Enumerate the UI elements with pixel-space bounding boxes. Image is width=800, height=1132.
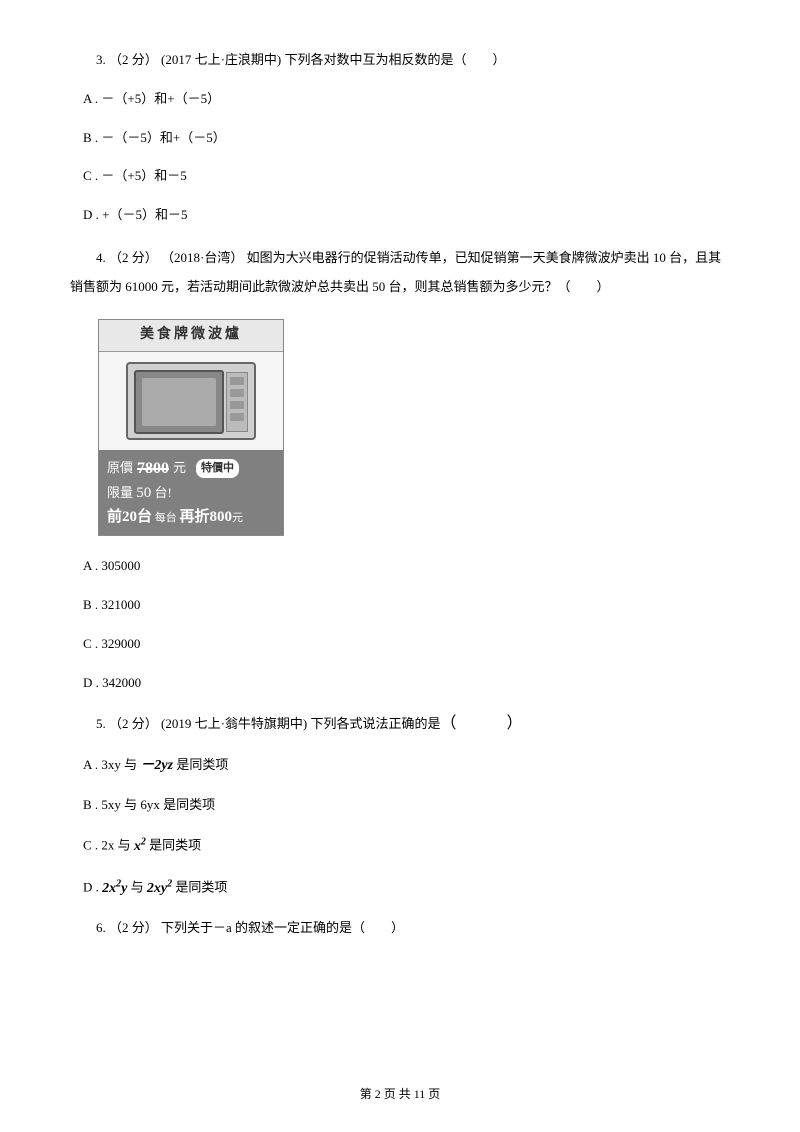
q5d-prefix: D .	[83, 880, 102, 895]
q4-opt-a: A . 305000	[70, 556, 730, 577]
limit-unit: 台!	[151, 485, 172, 500]
q5a-prefix: A . 3xy 与	[83, 757, 140, 772]
q4-opt-d: D . 342000	[70, 673, 730, 694]
q5-opt-c: C . 2x 与 x2 是同类项	[70, 834, 730, 858]
q5c-prefix: C . 2x 与	[83, 838, 134, 853]
q5-opt-b: B . 5xy 与 6yx 是同类项	[70, 795, 730, 816]
price-unit: 元	[173, 458, 186, 479]
q5c-base: x	[134, 839, 141, 854]
microwave-icon	[126, 362, 256, 440]
q5d-mid: 与	[127, 880, 147, 895]
promo-line-discount: 前20台 每台 再折800元	[107, 505, 275, 529]
page-footer: 第 2 页 共 11 页	[0, 1085, 800, 1104]
q4-opt-c: C . 329000	[70, 634, 730, 655]
q4-stem: 4. （2 分） （2018·台湾） 如图为大兴电器行的促销活动传单，已知促销第…	[70, 244, 730, 301]
q6-stem: 6. （2 分） 下列关于－a 的叙述一定正确的是（ ）	[70, 918, 730, 939]
promo-image-area	[99, 352, 283, 450]
limit-number: 50	[136, 485, 151, 501]
q5a-suffix: 是同类项	[173, 757, 228, 772]
q5-stem-text: 5. （2 分） (2019 七上·翁牛特旗期中) 下列各式说法正确的是	[96, 716, 441, 731]
price-strike: 7800	[137, 456, 169, 482]
q5d-term2: 2xy2	[147, 881, 172, 896]
limit-label: 限量	[107, 485, 136, 500]
right-paren: ）	[507, 715, 523, 732]
promo-info: 原價 7800 元 特價中 限量 50 台! 前20台 每台 再折800元	[99, 450, 283, 536]
sale-badge: 特價中	[196, 459, 239, 479]
q5c-term: x2	[134, 839, 146, 854]
price-label: 原價	[107, 458, 133, 479]
q5c-suffix: 是同类项	[146, 838, 201, 853]
q5a-term: －2yz	[140, 758, 173, 773]
q3-opt-c: C . －（+5）和－5	[70, 166, 730, 187]
q5-opt-a: A . 3xy 与 －2yz 是同类项	[70, 755, 730, 777]
discount-unit: 元	[232, 512, 243, 524]
q3-opt-a: A . －（+5）和+（－5）	[70, 89, 730, 110]
q3-opt-d: D . +（－5）和－5	[70, 205, 730, 226]
q3-opt-b: B . －（－5）和+（－5）	[70, 128, 730, 149]
q5-opt-d: D . 2x2y 与 2xy2 是同类项	[70, 876, 730, 900]
q5d-t1a: 2x	[102, 881, 116, 896]
promo-flyer: 美食牌微波爐 原價 7800 元 特價中 限量 50 台! 前20台 每台 再折…	[98, 319, 284, 536]
q5-stem: 5. （2 分） (2019 七上·翁牛特旗期中) 下列各式说法正确的是（ ）	[70, 711, 730, 737]
left-paren: （	[441, 715, 457, 732]
discount-amount: 再折800	[180, 509, 233, 525]
q5d-suffix: 是同类项	[172, 880, 227, 895]
promo-line-limit: 限量 50 台!	[107, 481, 275, 505]
q4-opt-b: B . 321000	[70, 595, 730, 616]
promo-line-price: 原價 7800 元 特價中	[107, 456, 275, 482]
q5d-t2: 2xy	[147, 881, 167, 896]
promo-header: 美食牌微波爐	[99, 320, 283, 351]
q3-stem: 3. （2 分） (2017 七上·庄浪期中) 下列各对数中互为相反数的是（ ）	[70, 50, 730, 71]
per-unit: 每台	[152, 512, 180, 524]
first-n: 前20台	[107, 509, 152, 525]
q5d-term1: 2x2y	[102, 881, 127, 896]
